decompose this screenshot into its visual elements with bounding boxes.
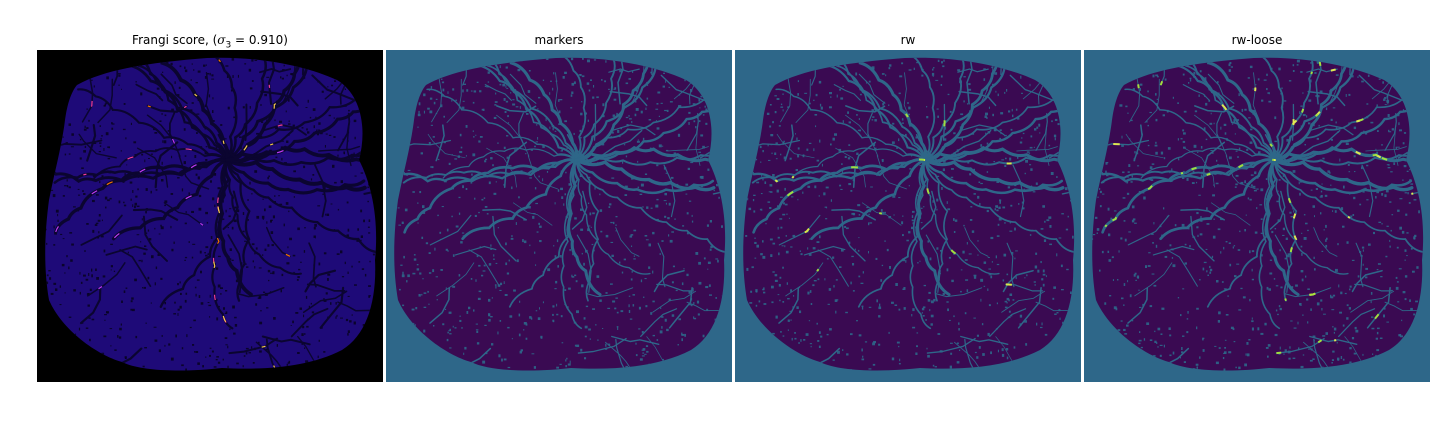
rw-loose-image: [1084, 50, 1430, 382]
vessel-network: [743, 57, 1075, 371]
panel-title-frangi: Frangi score, (σ3 = 0.910): [132, 33, 288, 51]
panel-title-markers: markers: [534, 33, 584, 47]
frangi-score-image: [37, 50, 383, 382]
markers-image: [386, 50, 732, 382]
retina-region: [1092, 57, 1424, 371]
retina-region: [743, 57, 1075, 371]
panel-title-rw-loose: rw-loose: [1231, 33, 1283, 47]
rw-image: [735, 50, 1081, 382]
panel-title-rw: rw: [900, 33, 916, 47]
retina-region: [394, 57, 726, 371]
vessel-network: [394, 57, 726, 371]
retina-region: [45, 57, 377, 371]
